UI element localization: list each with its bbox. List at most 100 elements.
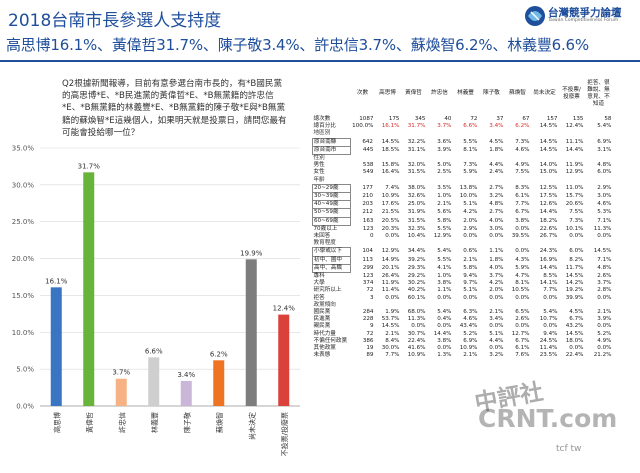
table-cell: 0.0% <box>543 294 558 301</box>
table-cell: 53.7% <box>381 316 400 323</box>
table-cell: 5.6% <box>437 209 452 216</box>
table-row: 小學或以下 104 12.9% 34.4% 5.4% 0.6% 1.1% 0.0% 24.3% 6… <box>312 247 613 257</box>
table-cell: 0.0% <box>515 323 530 330</box>
table-cell: 0.0% <box>385 294 400 301</box>
table-cell <box>479 302 505 309</box>
table-cell: 34.4% <box>407 248 426 255</box>
table-cell: 22.4% <box>407 337 426 344</box>
table-cell: 29.2% <box>407 272 426 279</box>
table-cell: 175 <box>388 116 400 122</box>
support-bar-chart: 0.0% 5.0% 10.0% 15.0% 20.0% 25.0% 30.0% 35.0% 16… <box>12 145 300 456</box>
table-cell: 2.5% <box>437 169 452 176</box>
table-cell: 10.0% <box>459 193 478 200</box>
table-cell <box>585 155 613 163</box>
table-cell: 15.8% <box>381 162 400 169</box>
row-label: 20~29歲 <box>312 183 351 194</box>
table-cell: 5.1% <box>463 201 478 208</box>
table-section-row: 教育程度 <box>313 240 613 248</box>
column-header: 林義豐 <box>457 90 474 97</box>
table-cell: 3.6% <box>437 138 452 145</box>
table-row: 拒答 3 0.0% 60.1% 0.0% 0.0% 0.0% 0.0% 0.0% 39.9% 0.0… <box>313 295 613 302</box>
table-cell: 6.6% <box>463 123 478 130</box>
table-cell <box>375 177 401 185</box>
table-cell: 0.0% <box>489 294 504 301</box>
table-cell: 31.1% <box>407 146 426 153</box>
table-row: 20~29歲 177 7.4% 38.0% 3.5% 13.8% 2.7% 8.3% 12.5%… <box>312 183 613 194</box>
table-cell: 89 <box>366 352 374 359</box>
table-cell: 2.7% <box>489 209 504 216</box>
table-cell: 12.5% <box>539 184 558 191</box>
table-cell: 7.7% <box>543 287 558 294</box>
table-cell: 12.9% <box>433 233 452 240</box>
table-row: 總次數 1087 175 345 40 72 37 67 157 135 58 <box>313 116 613 123</box>
table-row: 40~49歲 203 17.6% 25.0% 2.1% 5.1% 4.8% 7.7% 12.6%… <box>312 200 613 210</box>
table-cell <box>401 240 427 248</box>
table-cell: 2.7% <box>489 184 504 191</box>
table-cell: 2.4% <box>489 169 504 176</box>
table-cell: 0.0% <box>463 294 478 301</box>
table-cell: 5.4% <box>437 309 452 316</box>
table-cell: 5.0% <box>437 162 452 169</box>
y-tick-label: 35.0% <box>12 145 35 153</box>
table-cell <box>559 302 585 309</box>
table-cell: 10.9% <box>381 193 400 200</box>
table-cell: 3.8% <box>437 337 452 344</box>
y-tick-label: 5.0% <box>16 366 34 374</box>
table-row: 30~39歲 210 10.9% 32.6% 1.0% 10.0% 3.2% 6.1% 17.5… <box>312 192 613 202</box>
table-cell: 4.0% <box>489 264 504 271</box>
table-cell: 7.1% <box>597 256 612 263</box>
table-cell: 16.9% <box>539 256 558 263</box>
row-label: 專科 <box>313 273 325 280</box>
table-cell: 0.0% <box>489 345 504 352</box>
column-header: 不投票/投廢票 <box>562 86 581 100</box>
y-tick-label: 30.0% <box>12 181 35 189</box>
table-cell <box>559 130 585 138</box>
table-cell: 11.4% <box>381 287 400 294</box>
table-cell <box>531 302 559 309</box>
table-cell: 24.3% <box>539 248 558 255</box>
data-label: 12.4% <box>273 305 296 313</box>
row-label: 40~49歲 <box>312 200 351 210</box>
table-cell: 8.2% <box>569 256 584 263</box>
table-cell: 4.9% <box>515 162 530 169</box>
table-cell: 15.0% <box>539 169 558 176</box>
table-cell: 43.2% <box>565 323 584 330</box>
table-cell <box>427 240 453 248</box>
table-cell: 15.7% <box>565 193 584 200</box>
table-cell: 7.7% <box>385 352 400 359</box>
table-cell: 7.4% <box>385 184 400 191</box>
table-cell: 72 <box>366 330 374 337</box>
table-cell: 11.0% <box>565 184 584 191</box>
data-label: 19.9% <box>240 249 263 257</box>
table-cell: 9.4% <box>543 330 558 337</box>
table-cell: 0.0% <box>597 345 612 352</box>
table-cell: 5.5% <box>463 138 478 145</box>
table-cell: 6.0% <box>597 169 612 176</box>
table-cell: 0.0% <box>597 323 612 330</box>
row-label: 其他政黨 <box>313 345 336 352</box>
table-cell: 19 <box>366 345 374 352</box>
table-row: 初中、國中 113 14.9% 39.2% 5.5% 2.1% 1.8% 4.3% 16.9% 8… <box>312 255 613 265</box>
table-cell: 14.5% <box>381 323 400 330</box>
table-cell <box>453 130 479 138</box>
table-cell: 123 <box>362 225 374 232</box>
table-row: 總百分比 100.0% 16.1% 31.7% 3.7% 6.6% 3.4% 6.2% 14.5… <box>313 123 613 130</box>
crosstab-table: 次數 高思博 黃偉哲 許忠信 林義豐 陳子敬 蘇煥智 尚未決定 不投票/投廢票 拒答、很難說、無意… <box>312 72 613 360</box>
table-cell <box>585 130 613 138</box>
table-cell: 4.6% <box>597 201 612 208</box>
table-section-row: 性別 <box>313 155 613 163</box>
table-cell: 4.0% <box>489 217 504 224</box>
table-cell: 24.5% <box>539 337 558 344</box>
table-cell <box>453 240 479 248</box>
table-cell: 17.5% <box>539 193 558 200</box>
table-cell <box>453 302 479 309</box>
table-cell: 12.7% <box>511 330 530 337</box>
table-row: 男性 538 15.8% 32.0% 5.0% 7.3% 4.4% 4.9% 14.0% 11.9… <box>313 162 613 169</box>
table-cell: 23.5% <box>539 352 558 359</box>
table-cell: 20.5% <box>381 217 400 224</box>
table-cell: 4.4% <box>489 337 504 344</box>
table-cell: 11.9% <box>381 280 400 287</box>
table-cell: 32.0% <box>407 162 426 169</box>
table-row: 專科 123 26.4% 29.2% 1.0% 9.4% 3.7% 4.7% 8.5% 14.5%… <box>313 273 613 281</box>
y-tick-label: 25.0% <box>12 218 35 226</box>
